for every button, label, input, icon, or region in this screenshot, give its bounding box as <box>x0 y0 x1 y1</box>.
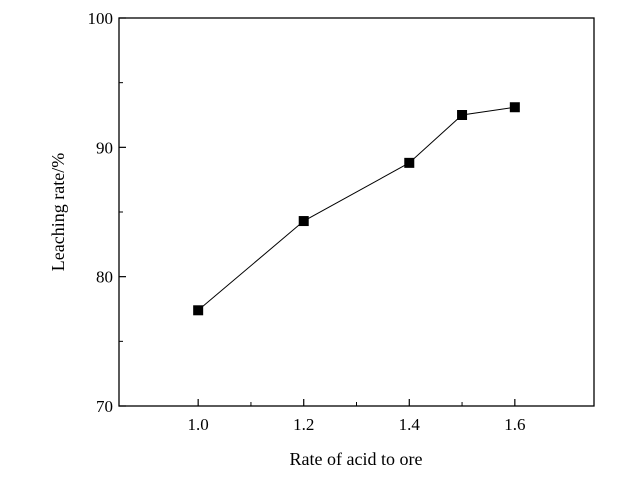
y-tick-label: 80 <box>96 268 113 287</box>
plot-frame <box>118 17 595 407</box>
data-point <box>404 157 415 168</box>
y-tick-label: 90 <box>96 138 113 157</box>
y-tick-label: 100 <box>88 9 114 28</box>
y-tick-label: 70 <box>96 397 113 416</box>
y-axis-title: Leaching rate/% <box>48 153 68 271</box>
x-axis-title: Rate of acid to ore <box>290 449 423 469</box>
data-point <box>457 110 468 120</box>
data-point <box>193 305 204 316</box>
data-point <box>298 216 309 227</box>
x-tick-label: 1.2 <box>293 415 314 434</box>
x-tick-label: 1.0 <box>188 415 209 434</box>
data-point <box>509 102 520 113</box>
x-tick-label: 1.4 <box>399 415 421 434</box>
data-series <box>193 102 520 316</box>
series-line <box>197 106 515 311</box>
x-tick-label: 1.6 <box>504 415 525 434</box>
y-axis-ticks: 70 80 90 100 <box>88 9 126 416</box>
x-axis-ticks: 1.0 1.2 1.4 1.6 <box>188 399 525 434</box>
